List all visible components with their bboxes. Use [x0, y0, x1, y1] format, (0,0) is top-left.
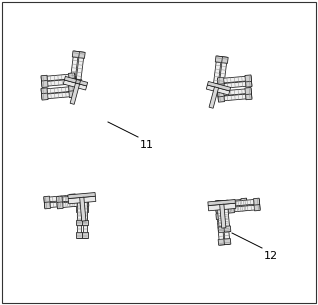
Polygon shape	[217, 213, 224, 245]
Polygon shape	[68, 192, 95, 199]
Polygon shape	[218, 90, 224, 97]
Polygon shape	[215, 199, 247, 206]
Polygon shape	[76, 220, 82, 225]
Polygon shape	[221, 57, 228, 63]
Polygon shape	[82, 194, 88, 199]
Polygon shape	[82, 194, 88, 201]
Polygon shape	[44, 196, 50, 203]
Polygon shape	[220, 204, 226, 228]
Polygon shape	[224, 226, 231, 232]
Polygon shape	[56, 196, 63, 203]
Polygon shape	[42, 92, 75, 99]
Polygon shape	[224, 239, 231, 245]
Polygon shape	[69, 78, 76, 85]
Polygon shape	[215, 56, 223, 63]
Polygon shape	[45, 200, 76, 208]
Polygon shape	[83, 206, 87, 238]
Polygon shape	[208, 203, 236, 211]
Polygon shape	[42, 79, 75, 87]
Polygon shape	[245, 93, 252, 100]
Polygon shape	[218, 95, 225, 102]
Polygon shape	[57, 200, 89, 208]
Polygon shape	[218, 76, 252, 84]
Polygon shape	[41, 75, 48, 82]
Polygon shape	[216, 205, 247, 212]
Polygon shape	[218, 226, 225, 233]
Polygon shape	[78, 52, 85, 58]
Polygon shape	[82, 232, 88, 238]
Text: 11: 11	[140, 140, 154, 150]
Polygon shape	[207, 81, 231, 91]
Polygon shape	[41, 74, 75, 81]
Polygon shape	[218, 239, 225, 245]
Polygon shape	[69, 78, 75, 85]
Polygon shape	[218, 88, 252, 96]
Polygon shape	[218, 57, 227, 91]
Polygon shape	[70, 83, 80, 104]
Polygon shape	[44, 195, 76, 202]
Polygon shape	[44, 202, 51, 209]
Polygon shape	[76, 206, 82, 212]
Polygon shape	[75, 52, 84, 86]
Polygon shape	[228, 206, 234, 213]
Polygon shape	[70, 51, 79, 85]
Polygon shape	[223, 213, 230, 245]
Polygon shape	[206, 85, 230, 95]
Polygon shape	[222, 200, 229, 206]
Polygon shape	[216, 206, 222, 213]
Polygon shape	[223, 200, 230, 232]
Polygon shape	[64, 77, 88, 86]
Polygon shape	[228, 205, 260, 212]
Polygon shape	[245, 80, 252, 87]
Polygon shape	[77, 206, 81, 238]
Polygon shape	[254, 204, 260, 211]
Polygon shape	[241, 198, 247, 205]
Polygon shape	[70, 194, 76, 201]
Polygon shape	[69, 91, 75, 98]
Polygon shape	[41, 93, 48, 100]
Polygon shape	[218, 84, 225, 91]
Polygon shape	[76, 232, 82, 238]
Polygon shape	[218, 81, 252, 89]
Polygon shape	[72, 51, 80, 58]
Polygon shape	[83, 194, 87, 225]
Polygon shape	[216, 213, 223, 220]
Polygon shape	[75, 79, 82, 86]
Polygon shape	[82, 220, 88, 225]
Text: 12: 12	[264, 251, 278, 261]
Polygon shape	[241, 204, 248, 211]
Polygon shape	[41, 88, 48, 95]
Polygon shape	[82, 206, 88, 212]
Polygon shape	[63, 80, 87, 90]
Polygon shape	[41, 81, 48, 88]
Polygon shape	[217, 201, 224, 232]
Polygon shape	[215, 200, 221, 207]
Polygon shape	[68, 73, 75, 80]
Polygon shape	[76, 79, 80, 84]
Polygon shape	[245, 75, 252, 82]
Polygon shape	[228, 200, 234, 207]
Polygon shape	[68, 85, 75, 92]
Polygon shape	[57, 195, 88, 202]
Polygon shape	[41, 86, 75, 94]
Polygon shape	[253, 198, 260, 205]
Polygon shape	[245, 88, 252, 95]
Polygon shape	[80, 197, 86, 221]
Polygon shape	[70, 200, 76, 206]
Polygon shape	[213, 56, 222, 90]
Polygon shape	[208, 199, 235, 206]
Polygon shape	[212, 83, 219, 90]
Polygon shape	[57, 202, 63, 209]
Polygon shape	[216, 201, 223, 207]
Polygon shape	[209, 87, 218, 108]
Polygon shape	[218, 94, 252, 101]
Polygon shape	[83, 200, 89, 206]
Polygon shape	[68, 196, 96, 204]
Polygon shape	[76, 194, 82, 199]
Polygon shape	[218, 83, 225, 90]
Polygon shape	[222, 213, 229, 219]
Polygon shape	[228, 199, 259, 206]
Polygon shape	[218, 77, 224, 84]
Polygon shape	[77, 194, 81, 225]
